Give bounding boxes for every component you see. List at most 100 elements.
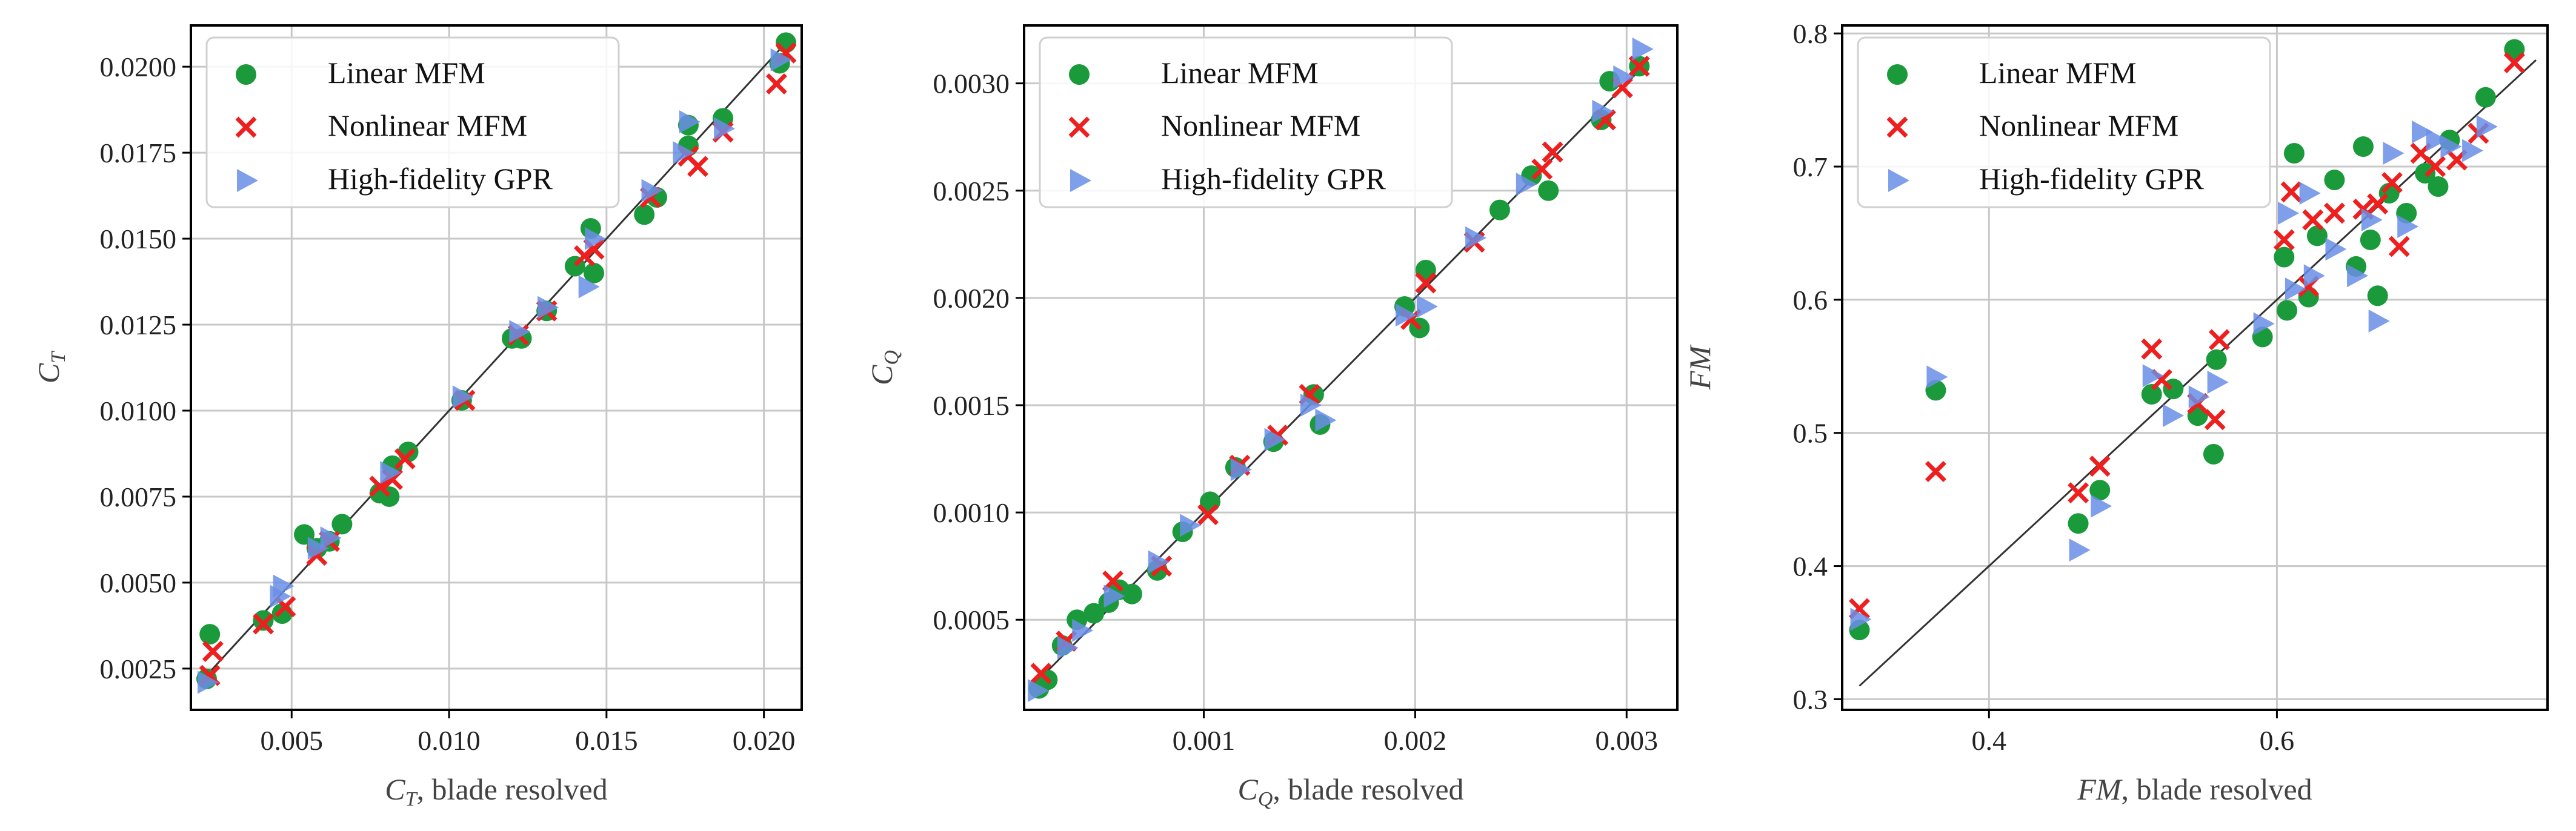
- point-high-fidelity-gpr: [2462, 139, 2484, 162]
- y-tick-label: 0.0005: [933, 604, 1010, 635]
- x-tick-label: 0.020: [733, 725, 796, 756]
- point-nonlinear-mfm: [1415, 272, 1437, 294]
- point-linear-mfm: [2504, 39, 2525, 60]
- point-nonlinear-mfm: [1197, 504, 1219, 526]
- legend-label: Linear MFM: [1979, 56, 2137, 90]
- point-nonlinear-mfm: [2381, 171, 2403, 193]
- legend-label: High-fidelity GPR: [1979, 162, 2204, 196]
- x-tick-label: 0.002: [1384, 725, 1447, 756]
- x-tick-label: 0.015: [575, 725, 638, 756]
- point-nonlinear-mfm: [2367, 193, 2389, 215]
- y-axis-label: CQ: [865, 350, 903, 385]
- point-nonlinear-mfm: [253, 613, 274, 635]
- x-tick-label: 0.4: [1972, 725, 2007, 756]
- point-high-fidelity-gpr: [2440, 135, 2462, 159]
- point-high-fidelity-gpr: [1632, 37, 1654, 61]
- point-linear-mfm: [2141, 383, 2162, 405]
- legend: Linear MFM Nonlinear MFM High-fidelity GPR: [1039, 36, 1453, 208]
- point-high-fidelity-gpr: [2426, 128, 2448, 152]
- point-linear-mfm: [2283, 143, 2305, 164]
- chart-panel-ct: 0.005 0.010 0.015 0.020 0.0025 0.0050 0.0075 0.…: [32, 24, 803, 810]
- point-nonlinear-mfm: [765, 73, 787, 95]
- y-tick-label: 0.4: [1793, 551, 1828, 582]
- y-tick-label: 0.0075: [100, 482, 177, 512]
- point-nonlinear-mfm: [394, 448, 416, 469]
- point-linear-mfm: [253, 610, 274, 631]
- point-nonlinear-mfm: [2273, 229, 2295, 251]
- point-nonlinear-mfm: [2208, 329, 2230, 351]
- point-linear-mfm: [2306, 225, 2328, 247]
- point-high-fidelity-gpr: [1027, 679, 1049, 703]
- point-nonlinear-mfm: [1628, 55, 1650, 77]
- point-high-fidelity-gpr: [2285, 277, 2306, 301]
- point-linear-mfm: [2360, 229, 2381, 250]
- legend-marker-nonlinear: [235, 116, 257, 138]
- y-tick-label: 0.0025: [933, 176, 1010, 207]
- point-high-fidelity-gpr: [770, 48, 792, 71]
- point-high-fidelity-gpr: [1850, 608, 1872, 631]
- point-high-fidelity-gpr: [1315, 408, 1337, 432]
- y-tick-label: 0.0010: [933, 497, 1010, 528]
- point-linear-mfm: [199, 624, 221, 645]
- point-high-fidelity-gpr: [1300, 393, 1322, 417]
- point-nonlinear-mfm: [1030, 663, 1052, 684]
- point-high-fidelity-gpr: [1416, 295, 1438, 319]
- legend-marker-nonlinear: [1886, 116, 1908, 138]
- legend-label: High-fidelity GPR: [1161, 162, 1386, 196]
- point-high-fidelity-gpr: [2299, 182, 2321, 205]
- point-linear-mfm: [2475, 87, 2496, 108]
- point-linear-mfm: [2415, 163, 2436, 184]
- legend-box: [205, 36, 620, 208]
- point-high-fidelity-gpr: [714, 117, 736, 141]
- legend-label: Linear MFM: [1161, 56, 1319, 90]
- point-high-fidelity-gpr: [673, 141, 694, 165]
- point-high-fidelity-gpr: [2188, 385, 2210, 409]
- point-high-fidelity-gpr: [307, 537, 329, 560]
- point-high-fidelity-gpr: [380, 461, 402, 485]
- point-linear-mfm: [2428, 176, 2449, 197]
- y-tick-label: 0.0015: [933, 390, 1010, 421]
- point-high-fidelity-gpr: [2253, 312, 2275, 336]
- point-high-fidelity-gpr: [1057, 636, 1079, 660]
- point-high-fidelity-gpr: [641, 179, 663, 202]
- point-nonlinear-mfm: [2280, 181, 2302, 203]
- legend-marker-gpr: [1888, 169, 1909, 192]
- point-linear-mfm: [2089, 480, 2111, 501]
- x-axis-label: CT, blade resolved: [385, 772, 607, 810]
- point-high-fidelity-gpr: [1230, 458, 1252, 482]
- y-tick-label: 0.0025: [100, 654, 177, 684]
- point-high-fidelity-gpr: [2383, 142, 2405, 165]
- legend-marker-linear: [236, 64, 256, 85]
- point-nonlinear-mfm: [2503, 52, 2525, 74]
- point-linear-mfm: [2324, 170, 2345, 191]
- y-tick-label: 0.0050: [100, 568, 177, 598]
- point-linear-mfm: [2203, 443, 2224, 465]
- point-high-fidelity-gpr: [273, 574, 295, 598]
- point-nonlinear-mfm: [687, 156, 709, 177]
- point-linear-mfm: [1121, 583, 1142, 604]
- point-high-fidelity-gpr: [1180, 514, 1202, 537]
- point-high-fidelity-gpr: [2325, 237, 2347, 261]
- point-high-fidelity-gpr: [2207, 371, 2229, 394]
- point-high-fidelity-gpr: [2091, 494, 2112, 518]
- point-high-fidelity-gpr: [2476, 115, 2498, 139]
- point-high-fidelity-gpr: [679, 110, 701, 133]
- point-high-fidelity-gpr: [2347, 264, 2369, 288]
- x-tick-label: 0.6: [2260, 725, 2295, 756]
- point-nonlinear-mfm: [2089, 455, 2111, 477]
- point-nonlinear-mfm: [2302, 209, 2324, 231]
- point-high-fidelity-gpr: [320, 526, 342, 550]
- y-tick-label: 0.0125: [100, 310, 177, 340]
- legend-marker-linear: [1887, 64, 1908, 85]
- legend-marker-gpr: [1070, 169, 1091, 192]
- plot-frame: [190, 24, 803, 711]
- y-tick-label: 0.6: [1793, 285, 1828, 316]
- legend-label: Nonlinear MFM: [328, 108, 527, 142]
- point-nonlinear-mfm: [2068, 482, 2089, 504]
- plot-frame: [1841, 24, 2549, 711]
- y-tick-label: 0.0020: [933, 283, 1010, 314]
- legend: Linear MFM Nonlinear MFM High-fidelity GPR: [1857, 36, 2271, 208]
- y-tick-label: 0.0100: [100, 396, 177, 426]
- point-nonlinear-mfm: [202, 640, 224, 662]
- point-high-fidelity-gpr: [1395, 303, 1417, 327]
